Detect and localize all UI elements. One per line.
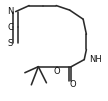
Text: C: C: [7, 23, 13, 32]
Text: S: S: [8, 39, 13, 48]
Text: NH: NH: [89, 55, 102, 64]
Text: N: N: [7, 7, 14, 16]
Text: O: O: [69, 80, 76, 89]
Text: O: O: [54, 67, 60, 76]
